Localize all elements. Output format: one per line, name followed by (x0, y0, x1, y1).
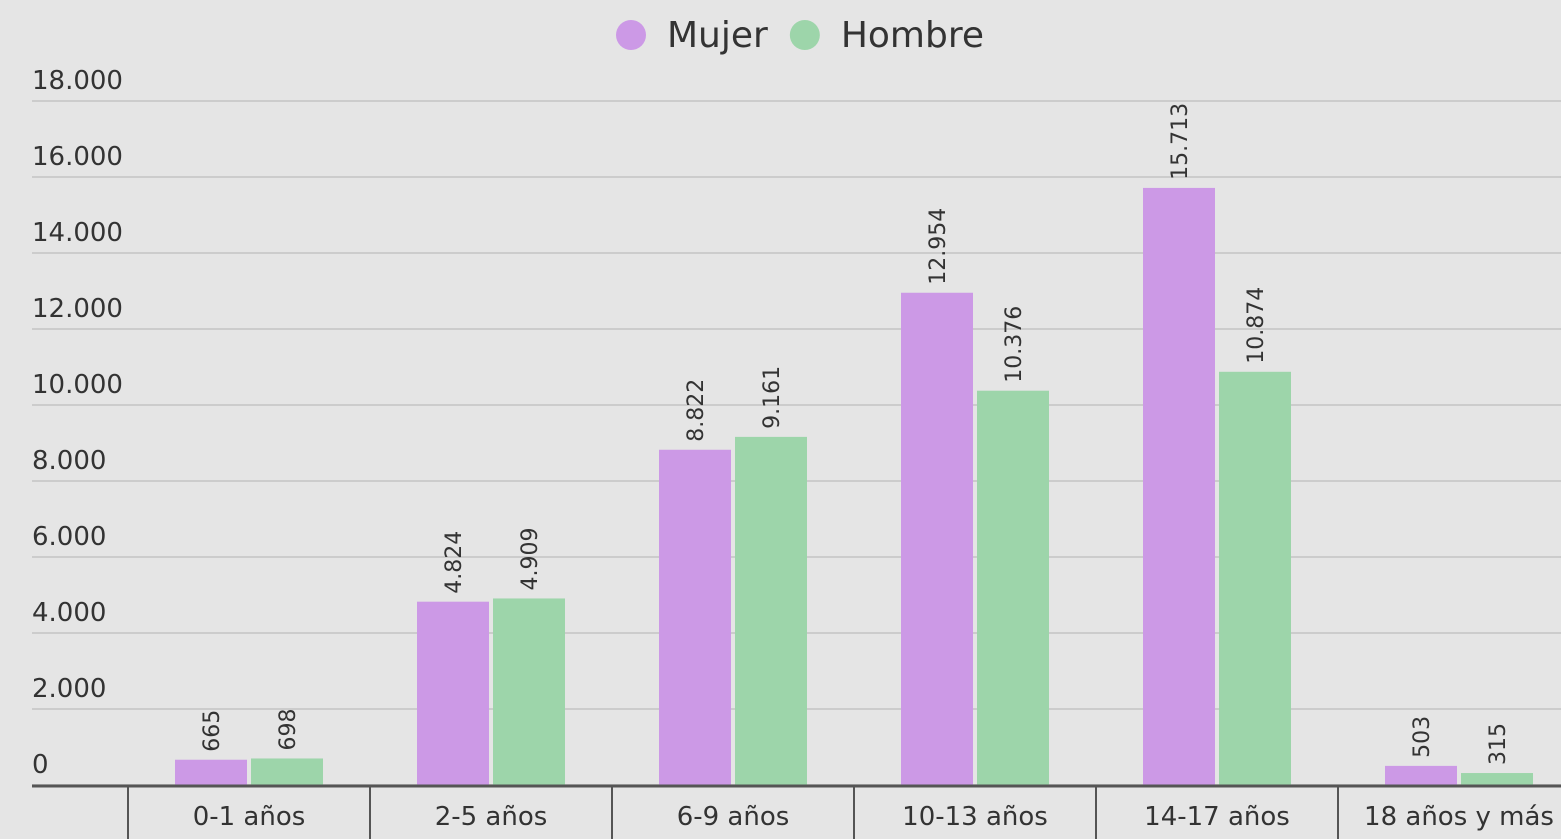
data-label: 4.909 (518, 527, 543, 590)
y-tick-label: 4.000 (32, 598, 106, 628)
bar (493, 598, 565, 785)
data-label: 15.713 (1168, 103, 1193, 180)
y-tick-label: 10.000 (32, 370, 123, 400)
legend-marker (616, 20, 646, 50)
bar (175, 759, 247, 785)
data-label: 315 (1486, 723, 1511, 765)
legend-label: Mujer (667, 15, 768, 56)
bar (1143, 187, 1215, 785)
legend-marker (789, 20, 820, 50)
bar (1385, 765, 1457, 785)
y-tick-label: 12.000 (32, 294, 123, 324)
x-tick-label: 10-13 años (902, 802, 1048, 832)
x-tick-label: 14-17 años (1144, 802, 1290, 832)
y-tick-label: 6.000 (32, 522, 106, 552)
x-tick-label: 2-5 años (435, 802, 548, 832)
data-label: 10.874 (1244, 287, 1269, 364)
y-tick-label: 14.000 (32, 218, 123, 248)
data-label: 12.954 (926, 208, 951, 285)
bar (1461, 773, 1533, 785)
x-tick-label: 6-9 años (677, 802, 790, 832)
y-tick-label: 0 (32, 750, 49, 780)
data-label: 10.376 (1002, 306, 1027, 383)
legend-label: Hombre (841, 15, 984, 56)
bar (735, 436, 807, 785)
data-label: 698 (276, 708, 301, 750)
bar (977, 390, 1049, 785)
bar (1219, 371, 1291, 785)
data-label: 503 (1410, 716, 1435, 758)
data-label: 9.161 (760, 366, 785, 429)
x-tick-label: 18 años y más (1364, 802, 1554, 832)
data-label: 8.822 (684, 379, 709, 442)
data-label: 665 (200, 710, 225, 752)
y-tick-label: 16.000 (32, 142, 123, 172)
bar (659, 449, 731, 785)
bar (417, 601, 489, 785)
y-tick-label: 18.000 (32, 66, 123, 96)
x-tick-label: 0-1 años (193, 802, 306, 832)
y-tick-label: 2.000 (32, 674, 106, 704)
y-tick-label: 8.000 (32, 446, 106, 476)
bar (901, 292, 973, 785)
data-label: 4.824 (442, 531, 467, 594)
bar (251, 758, 323, 785)
